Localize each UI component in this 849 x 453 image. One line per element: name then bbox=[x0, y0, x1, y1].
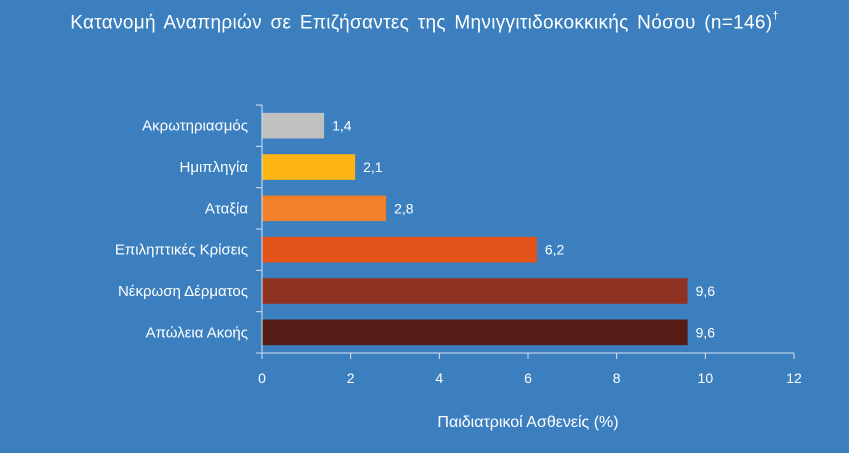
value-label: 1,4 bbox=[332, 118, 352, 134]
category-label: Αταξία bbox=[205, 200, 248, 217]
value-label: 9,6 bbox=[696, 324, 716, 340]
bar bbox=[262, 154, 356, 180]
value-label: 2,1 bbox=[363, 159, 383, 175]
bar bbox=[262, 195, 387, 222]
category-label: Απώλεια Ακοής bbox=[146, 324, 248, 341]
chart-title-text: Κατανομή Αναπηριών σε Επιζήσαντες της Μη… bbox=[70, 12, 773, 34]
category-label: Ημιπληγία bbox=[179, 159, 248, 176]
category-label: Ακρωτηριασμός bbox=[142, 118, 248, 135]
bar bbox=[262, 112, 325, 139]
category-label: Νέκρωση Δέρματος bbox=[118, 283, 248, 300]
bar bbox=[262, 236, 537, 263]
x-tick-label: 8 bbox=[613, 370, 621, 386]
value-label: 6,2 bbox=[545, 242, 565, 258]
category-label: Επιληπτικές Κρίσεις bbox=[115, 242, 248, 259]
bar bbox=[262, 319, 688, 346]
x-axis-title: Παιδιατρικοί Ασθενείς (%) bbox=[437, 414, 619, 431]
x-tick-label: 0 bbox=[258, 370, 266, 386]
chart-title-footnote-mark: † bbox=[772, 10, 779, 22]
x-tick-label: 2 bbox=[347, 370, 355, 386]
bar bbox=[262, 278, 688, 304]
x-tick-label: 4 bbox=[435, 370, 443, 386]
value-label: 2,8 bbox=[394, 200, 414, 216]
x-tick-label: 12 bbox=[786, 370, 802, 386]
chart-title: Κατανομή Αναπηριών σε Επιζήσαντες της Μη… bbox=[0, 10, 849, 34]
x-tick-label: 10 bbox=[698, 370, 714, 386]
x-tick-label: 6 bbox=[524, 370, 532, 386]
value-label: 9,6 bbox=[696, 283, 716, 299]
